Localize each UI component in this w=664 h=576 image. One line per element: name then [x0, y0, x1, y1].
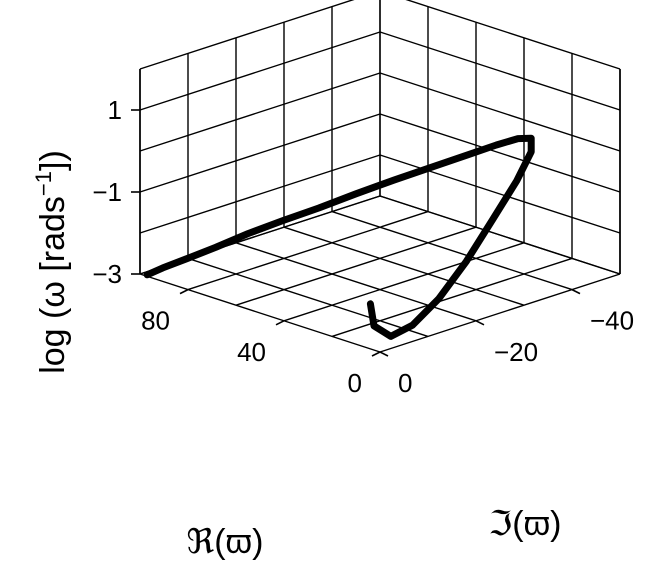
floor-gridline — [379, 273, 621, 353]
z-tick-label: −1 — [92, 177, 122, 207]
chart-box-edges — [139, 69, 621, 352]
series-line — [143, 134, 535, 340]
y-axis-title: ℑ(ϖ) — [489, 504, 562, 544]
re-tick — [275, 320, 285, 326]
re-tick-label: 0 — [348, 368, 362, 398]
chart-series — [143, 134, 535, 340]
floor-gridline — [331, 210, 573, 291]
back-wall-gridline — [379, 113, 621, 193]
back-wall-gridline — [139, 113, 381, 193]
back-wall-gridline — [139, 0, 355, 70]
back-wall-gridline — [379, 31, 621, 111]
x-axis-title: ℜ(ϖ) — [187, 522, 264, 562]
z-axis-title: log (ω [rads−1]) — [31, 150, 72, 374]
floor-gridline — [235, 226, 477, 306]
back-wall-gridline — [379, 72, 621, 152]
floor-gridline — [187, 210, 429, 291]
re-tick — [179, 288, 189, 295]
back-wall-gridline — [139, 72, 381, 152]
im-tick-label: 0 — [398, 368, 412, 398]
back-wall-gridline — [379, 154, 621, 234]
back-wall-gridline — [139, 31, 381, 111]
floor-gridline — [331, 257, 573, 338]
im-tick-label: −40 — [590, 306, 634, 336]
im-tick — [379, 351, 389, 357]
im-tick-label: −20 — [494, 337, 538, 367]
re-tick-label: 40 — [237, 337, 266, 367]
chart-grid — [139, 0, 621, 353]
im-tick — [475, 320, 485, 326]
z-tick-label: 1 — [108, 95, 122, 125]
floor-gridline — [283, 242, 525, 322]
z-tick-label: −3 — [92, 259, 122, 289]
floor-gridline — [235, 242, 477, 322]
back-wall-gridline — [379, 195, 621, 275]
re-tick — [371, 351, 381, 357]
back-wall-gridline — [405, 0, 621, 70]
floor-gridline — [187, 257, 429, 338]
re-tick-label: 80 — [141, 306, 170, 336]
floor-gridline — [283, 226, 525, 306]
chart-ticks: −3 −1 1 0 40 80 0 −20 −40 — [92, 95, 634, 398]
floor-gridline — [139, 273, 381, 353]
back-wall-gridline — [139, 154, 381, 234]
im-tick — [571, 288, 581, 295]
